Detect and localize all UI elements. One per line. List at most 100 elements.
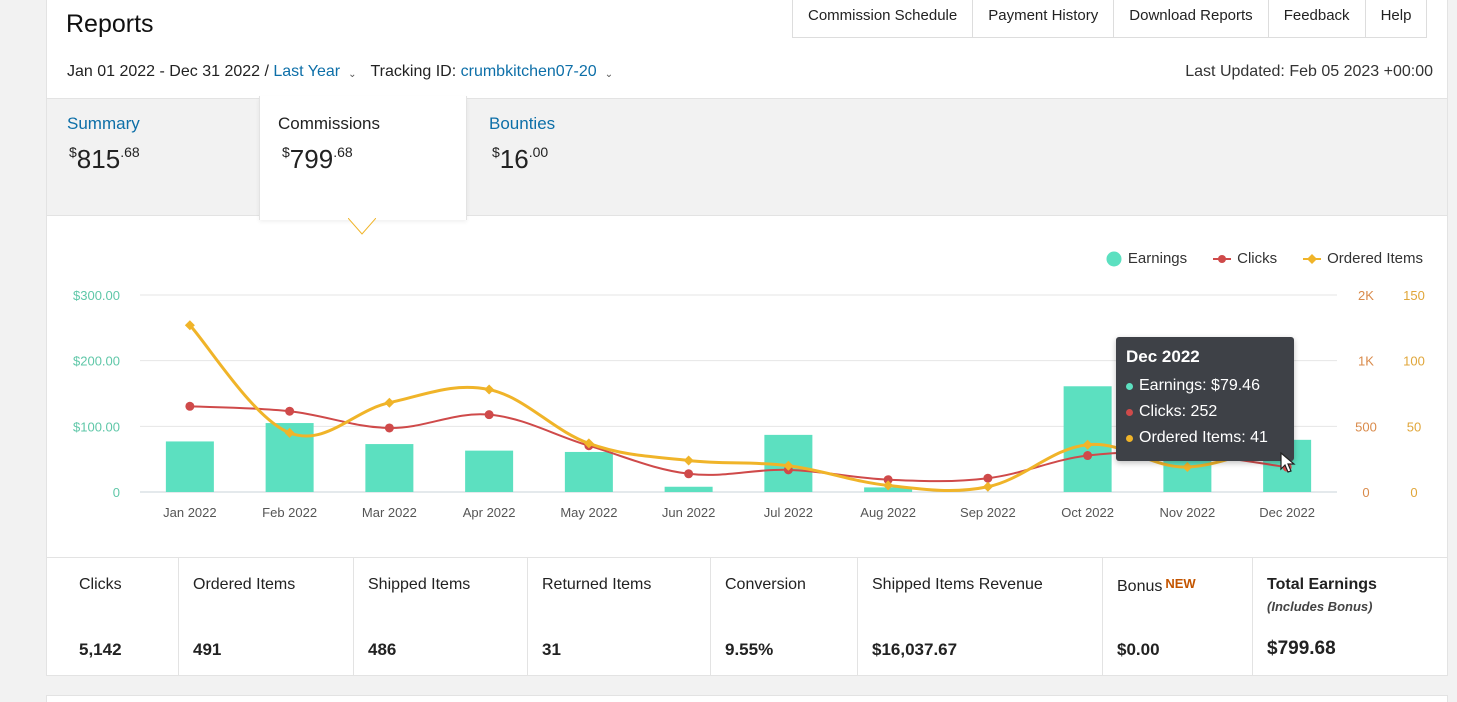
chevron-down-icon[interactable]: ⌄ [604, 68, 614, 80]
point-ordered-items [783, 460, 794, 471]
stat-label: Ordered Items [193, 576, 296, 593]
x-tick-label: May 2022 [560, 505, 617, 520]
tab-summary[interactable]: Summary $815.68 [47, 98, 259, 216]
earnings-dot-icon [1126, 382, 1133, 390]
nav-payment-history[interactable]: Payment History [972, 0, 1113, 37]
stat-label: Bonus NEW [1117, 576, 1196, 595]
stat-label: Conversion [725, 576, 806, 593]
tooltip-ordered: Ordered Items: 41 [1139, 429, 1268, 446]
point-ordered-items [583, 438, 594, 449]
legend-earnings[interactable]: Earnings [1106, 250, 1187, 267]
line-marker-icon [1213, 254, 1232, 263]
tab-commissions-value: $799.68 [282, 144, 353, 174]
ordered-dot-icon [1126, 434, 1133, 442]
stat-ordered-items: Ordered Items 491 [178, 558, 353, 675]
stat-value: $799.68 [1267, 638, 1336, 659]
x-tick-label: Sep 2022 [960, 505, 1016, 520]
x-tick-label: Oct 2022 [1061, 505, 1114, 520]
nav-download-reports[interactable]: Download Reports [1113, 0, 1267, 37]
x-tick-label: Feb 2022 [262, 505, 317, 520]
chart-legend: Earnings Clicks Ordered Items [1106, 250, 1423, 267]
tab-bounties-label: Bounties [489, 114, 556, 133]
legend-ordered-items[interactable]: Ordered Items [1303, 250, 1423, 267]
nav-help[interactable]: Help [1364, 0, 1427, 37]
right-tick-label-items: 150 [1403, 288, 1425, 303]
point-ordered-items [683, 455, 694, 466]
bar-earnings [664, 486, 713, 492]
x-tick-label: Jan 2022 [163, 505, 217, 520]
point-ordered-items [184, 320, 195, 331]
stat-value: 491 [193, 640, 222, 659]
point-clicks [684, 469, 694, 479]
circle-icon [1106, 251, 1122, 266]
legend-clicks[interactable]: Clicks [1213, 250, 1277, 267]
tracking-id-dropdown[interactable]: crumbkitchen07-20 [460, 63, 597, 80]
point-ordered-items [484, 384, 495, 395]
right-tick-label-items: 100 [1403, 354, 1425, 369]
left-tick-label: $200.00 [73, 354, 120, 369]
x-tick-label: Nov 2022 [1160, 505, 1216, 520]
left-tick-label: $300.00 [73, 288, 120, 303]
tab-summary-value: $815.68 [69, 144, 140, 174]
nav-feedback[interactable]: Feedback [1267, 0, 1365, 37]
report-filter-bar: Jan 01 2022 - Dec 31 2022 / Last Year ⌄ … [67, 63, 627, 81]
stat-bonus: Bonus NEW $0.00 [1102, 558, 1252, 675]
point-clicks [285, 406, 295, 416]
chevron-down-icon[interactable]: ⌄ [348, 68, 357, 80]
stat-shipped-revenue: Shipped Items Revenue $16,037.67 [857, 558, 1102, 675]
x-tick-label: Jul 2022 [764, 505, 813, 520]
left-tick-label: $100.00 [73, 419, 120, 434]
active-tab-pointer-icon [348, 218, 376, 235]
tab-summary-label: Summary [67, 114, 140, 133]
right-tick-label-items: 0 [1410, 485, 1417, 500]
right-tick-label-clicks: 0 [1362, 485, 1369, 500]
point-clicks [484, 410, 494, 420]
bar-earnings [365, 444, 414, 492]
page-title: Reports [66, 10, 154, 38]
stat-returned-items: Returned Items 31 [527, 558, 710, 675]
secondary-card [46, 695, 1448, 702]
x-tick-label: Mar 2022 [362, 505, 417, 520]
tab-commissions[interactable]: Commissions $799.68 [259, 96, 467, 220]
point-clicks [1083, 451, 1093, 461]
diamond-marker-icon [1303, 253, 1322, 264]
stat-label: Shipped Items [368, 576, 471, 593]
stat-label: Total Earnings (Includes Bonus) [1267, 576, 1377, 614]
stat-shipped-items: Shipped Items 486 [353, 558, 527, 675]
tooltip-title: Dec 2022 [1126, 347, 1200, 366]
date-preset-dropdown[interactable]: Last Year [273, 63, 341, 80]
bar-earnings [1063, 386, 1112, 492]
point-ordered-items [384, 397, 395, 408]
stat-value: $0.00 [1117, 640, 1160, 659]
right-tick-label-clicks: 500 [1355, 419, 1377, 434]
right-tick-label-items: 50 [1407, 419, 1421, 434]
stat-value: 486 [368, 640, 397, 659]
point-ordered-items [883, 480, 894, 491]
x-tick-label: Apr 2022 [463, 505, 516, 520]
stat-value: $16,037.67 [872, 640, 958, 659]
bar-earnings [564, 451, 613, 492]
bar-earnings [465, 450, 514, 492]
earnings-chart[interactable]: $300.00 2K 150$200.00 1K 100$100.00 500 500 0 0J… [0, 0, 1457, 560]
point-clicks [384, 423, 394, 433]
last-updated: Last Updated: Feb 05 2023 +00:00 [1185, 63, 1433, 80]
tab-bounties[interactable]: Bounties $16.00 [468, 98, 668, 216]
date-range: Jan 01 2022 - Dec 31 2022 / [67, 63, 269, 80]
point-ordered-items [1182, 462, 1193, 473]
bar-earnings [165, 441, 214, 492]
stat-value: 9.55% [725, 640, 774, 659]
nav-commission-schedule[interactable]: Commission Schedule [808, 7, 958, 24]
stat-clicks: Clicks 5,142 [47, 558, 178, 675]
stats-row: Clicks 5,142 Ordered Items 491 Shipped I… [47, 557, 1447, 675]
point-ordered-items [284, 427, 295, 438]
stat-conversion: Conversion 9.55% [710, 558, 857, 675]
left-tick-label: 0 [113, 485, 120, 500]
point-ordered-items [982, 481, 993, 492]
chart-tooltip: Dec 2022 Earnings: $79.46 Clicks: 252 Or… [1116, 337, 1294, 461]
tab-bounties-value: $16.00 [492, 144, 549, 174]
point-ordered-items [1082, 439, 1093, 450]
stat-value: 5,142 [79, 640, 122, 659]
line-ordered-items [188, 324, 1288, 493]
x-tick-label: Aug 2022 [860, 505, 916, 520]
mouse-pointer-icon [1280, 452, 1296, 473]
